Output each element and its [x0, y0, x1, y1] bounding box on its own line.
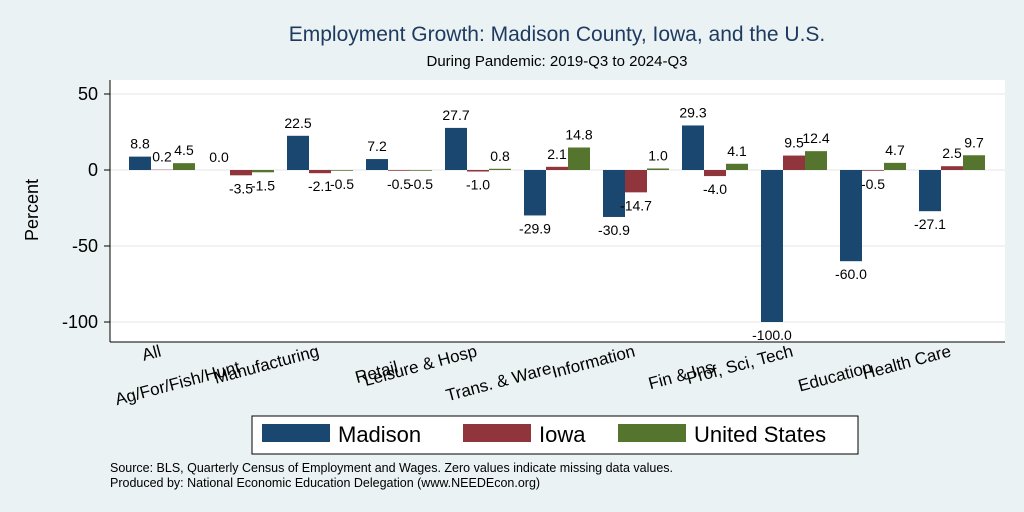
data-label: -30.9 [598, 222, 630, 238]
data-label: 2.5 [942, 145, 962, 161]
bar-madison [524, 170, 546, 216]
data-label: 0.2 [152, 149, 172, 165]
bar-madison [919, 170, 941, 212]
data-label: 27.7 [442, 107, 469, 123]
bar-iowa [941, 166, 963, 170]
data-label: 0.8 [490, 148, 510, 164]
data-label: 1.0 [648, 147, 668, 163]
data-label: -1.0 [466, 177, 490, 193]
data-label: -100.0 [752, 327, 792, 343]
data-label: 29.3 [679, 104, 706, 120]
bar-united-states [568, 147, 590, 170]
y-tick-label: -50 [72, 236, 98, 256]
data-label: -2.1 [308, 178, 332, 194]
chart-subtitle: During Pandemic: 2019-Q3 to 2024-Q3 [427, 53, 688, 70]
bar-united-states [410, 170, 432, 171]
bars [129, 125, 985, 322]
category-label: Health Care [860, 342, 953, 384]
plot-area [110, 80, 1005, 342]
data-label: -14.7 [620, 197, 652, 213]
category-label: Education [796, 358, 874, 396]
bar-iowa [625, 170, 647, 193]
bar-united-states [805, 151, 827, 170]
bar-iowa [704, 170, 726, 177]
y-axis-ticks: 50 0 -50 -100 [62, 84, 110, 332]
category-label: Manufacturing [212, 342, 321, 388]
bar-madison [603, 170, 625, 217]
bar-united-states [331, 170, 353, 171]
data-label: -27.1 [914, 216, 946, 232]
data-label: 4.1 [727, 143, 747, 159]
bar-madison [445, 127, 467, 170]
chart-title: Employment Growth: Madison County, Iowa,… [289, 23, 826, 46]
data-label: 0.0 [209, 149, 229, 165]
y-axis-label: Percent [22, 179, 42, 241]
category-label: Information [550, 342, 637, 382]
y-tick-label: -100 [62, 312, 98, 332]
category-label: All [140, 342, 163, 365]
data-label: -0.5 [861, 176, 885, 192]
bar-united-states [173, 163, 195, 170]
data-label: 12.4 [802, 130, 829, 146]
data-label: -4.0 [703, 181, 727, 197]
bar-united-states [963, 155, 985, 170]
data-label: 2.1 [547, 146, 567, 162]
legend-label: Madison [338, 422, 421, 447]
y-tick-label: 50 [78, 84, 98, 104]
data-label: 7.2 [367, 138, 387, 154]
data-label: -0.5 [409, 176, 433, 192]
legend: Madison Iowa United States [251, 415, 859, 455]
bar-madison [287, 135, 309, 170]
category-label: Prof, Sci, Tech [685, 342, 795, 389]
data-label: -0.5 [330, 176, 354, 192]
legend-swatch [463, 424, 531, 442]
legend-box [251, 415, 859, 455]
data-label: 9.5 [784, 135, 804, 151]
bar-united-states [726, 163, 748, 170]
bar-madison [129, 156, 151, 170]
data-label: -3.5 [229, 180, 253, 196]
bar-madison [366, 159, 388, 170]
data-label: 4.5 [174, 142, 194, 158]
bar-iowa [230, 170, 252, 176]
bar-madison [682, 125, 704, 170]
data-label: 9.7 [964, 134, 984, 150]
data-label: -0.5 [387, 176, 411, 192]
bar-united-states [252, 170, 274, 173]
legend-label: Iowa [539, 422, 586, 447]
data-label: 14.8 [565, 127, 592, 143]
bar-iowa [862, 170, 884, 171]
bar-united-states [884, 162, 906, 170]
data-label: 8.8 [130, 136, 150, 152]
bar-iowa [546, 166, 568, 170]
bar-united-states [489, 168, 511, 170]
data-label: -60.0 [835, 266, 867, 282]
bar-iowa [783, 155, 805, 170]
y-tick-label: 0 [88, 160, 98, 180]
legend-swatch [618, 424, 686, 442]
bar-madison [840, 170, 862, 262]
source-note: Source: BLS, Quarterly Census of Employm… [110, 461, 673, 475]
bar-iowa [467, 170, 489, 172]
data-label: -1.5 [251, 177, 275, 193]
producer-note: Produced by: National Economic Education… [110, 476, 540, 490]
bar-madison [761, 170, 783, 322]
bar-united-states [647, 168, 669, 170]
data-label: 22.5 [284, 115, 311, 131]
data-labels: 8.8 0.0 22.5 7.2 27.7 -29.9 -30.9 29.3 -100.0 -60… [130, 104, 984, 343]
data-label: -29.9 [519, 220, 551, 236]
legend-swatch [262, 424, 330, 442]
bar-iowa [388, 170, 410, 171]
legend-label: United States [694, 422, 826, 447]
bar-iowa [309, 170, 331, 174]
data-label: 4.7 [885, 142, 905, 158]
